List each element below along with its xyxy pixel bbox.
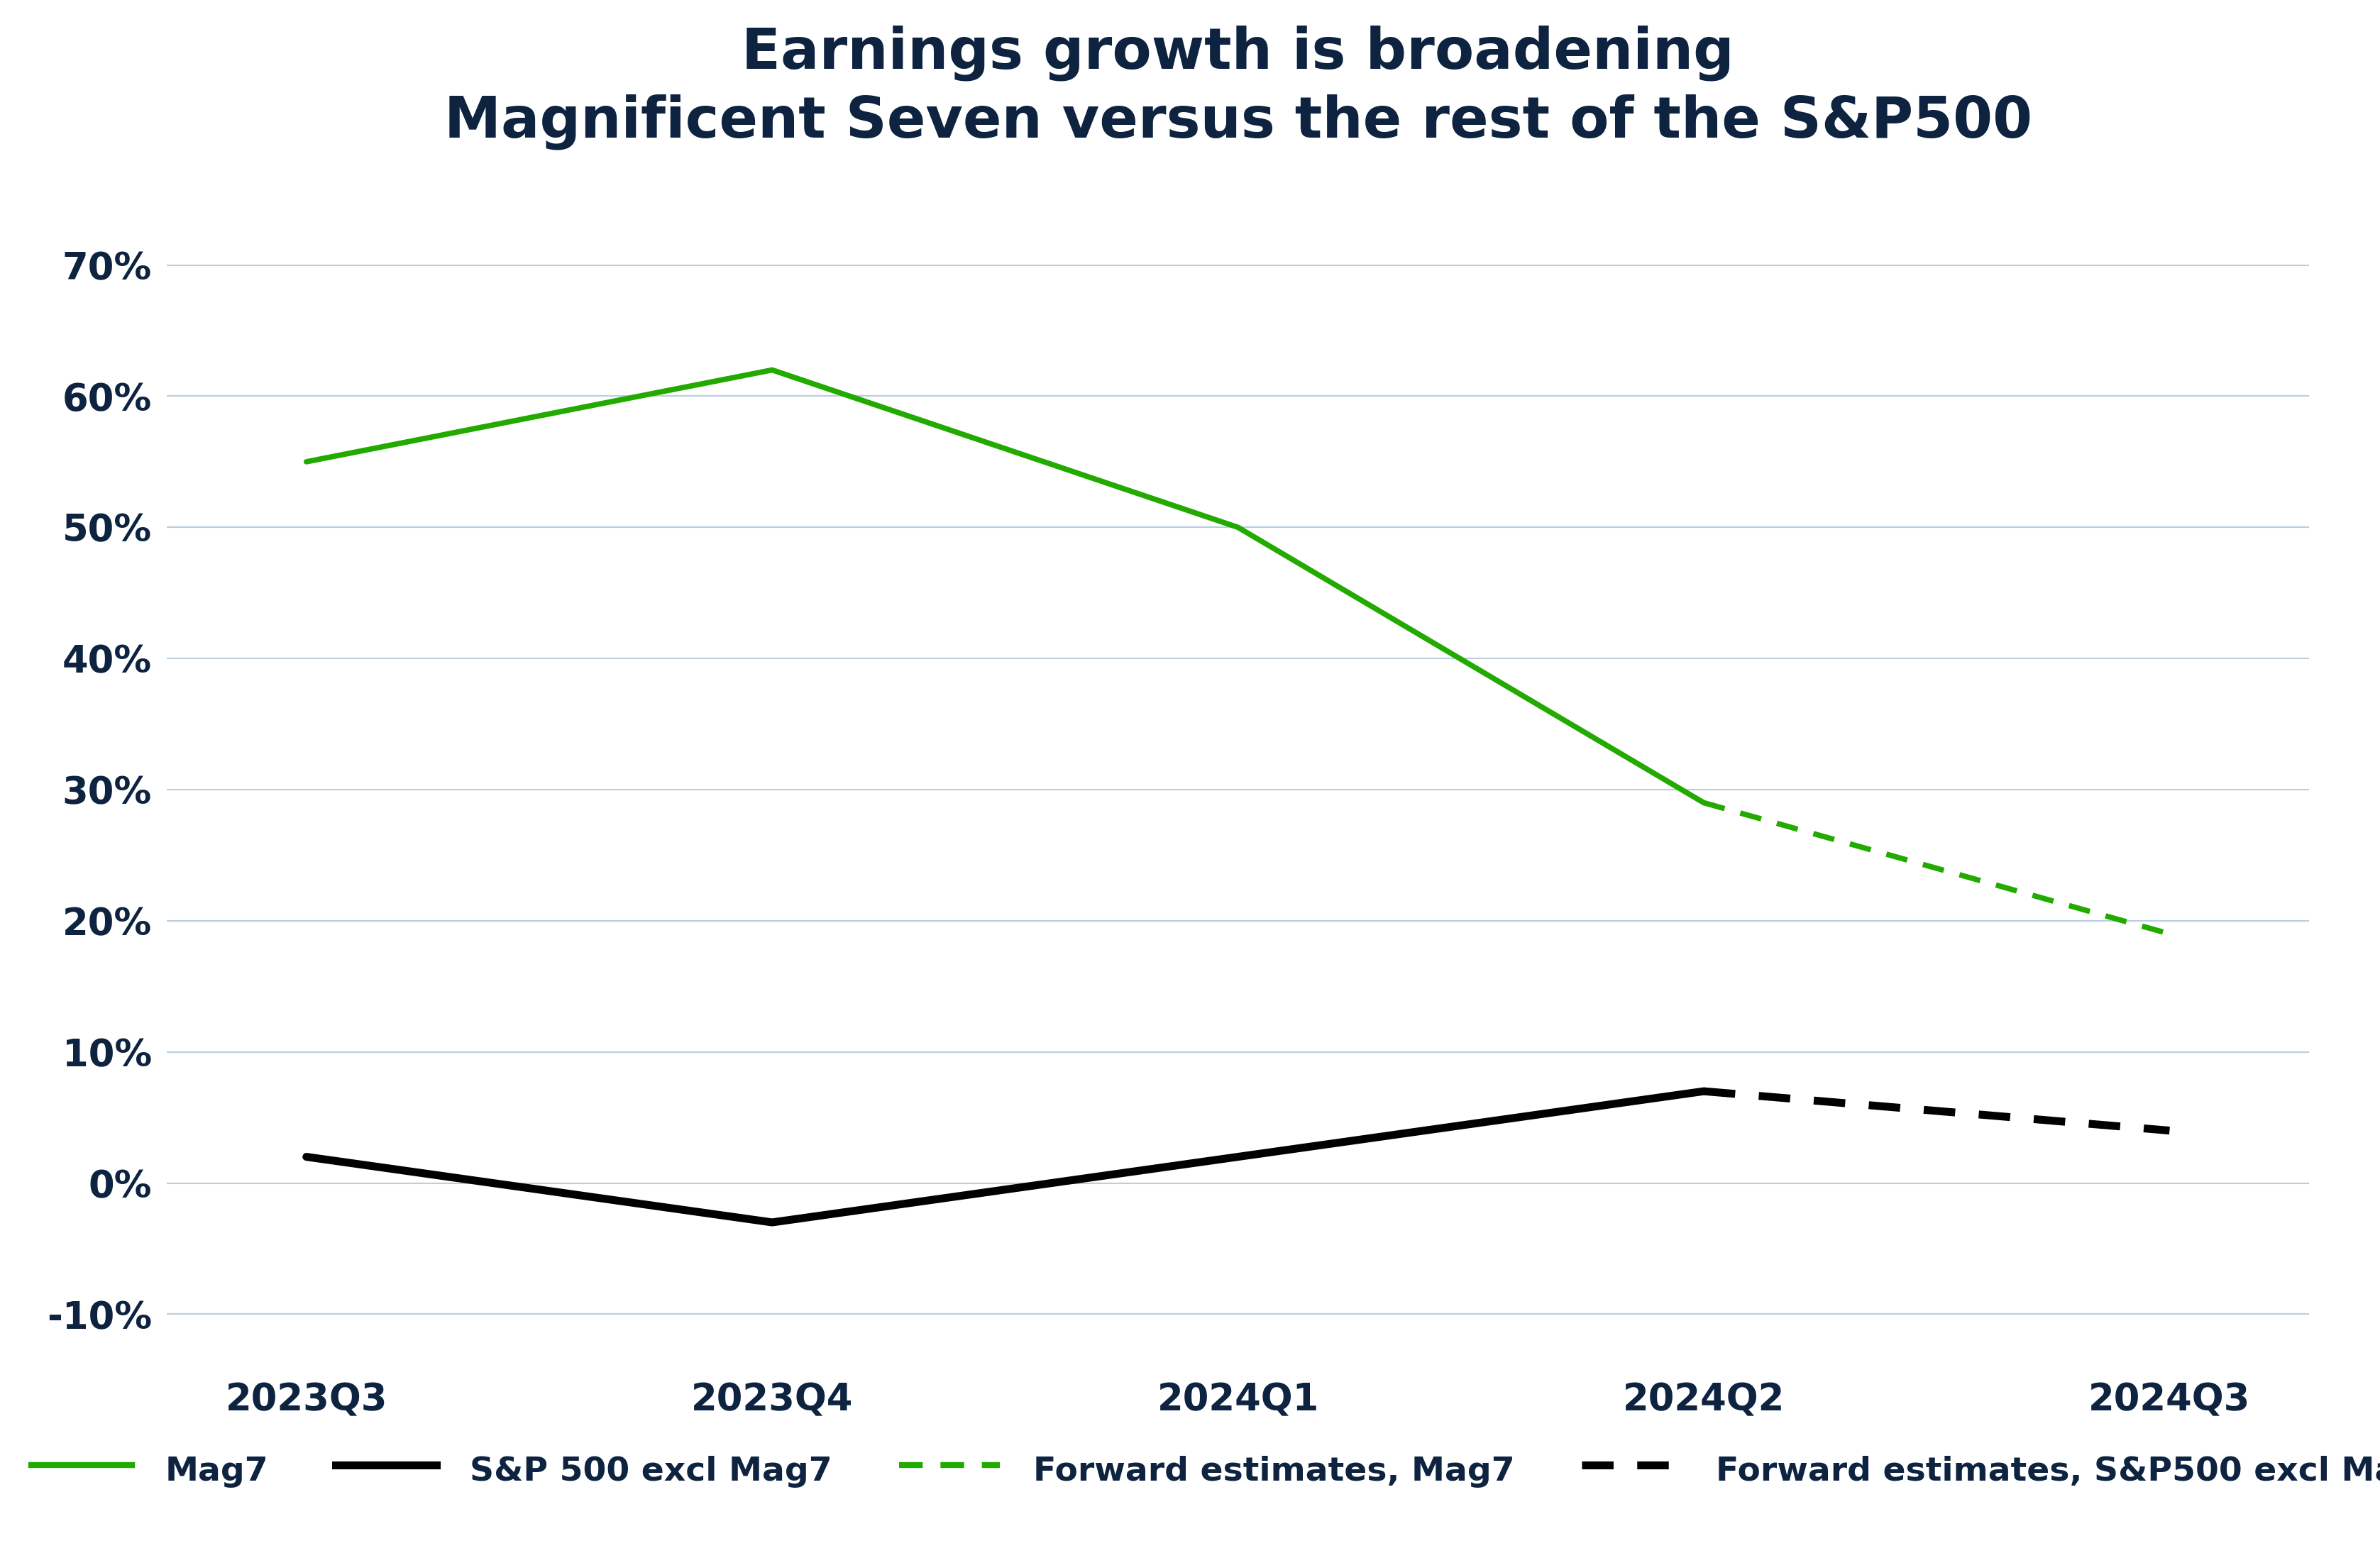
Title: Earnings growth is broadening
Magnificent Seven versus the rest of the S&P500: Earnings growth is broadening Magnificen… (443, 25, 2033, 149)
Legend: Mag7, S&P 500 excl Mag7, Forward estimates, Mag7, Forward estimates, S&P500 excl: Mag7, S&P 500 excl Mag7, Forward estimat… (19, 1435, 2380, 1503)
